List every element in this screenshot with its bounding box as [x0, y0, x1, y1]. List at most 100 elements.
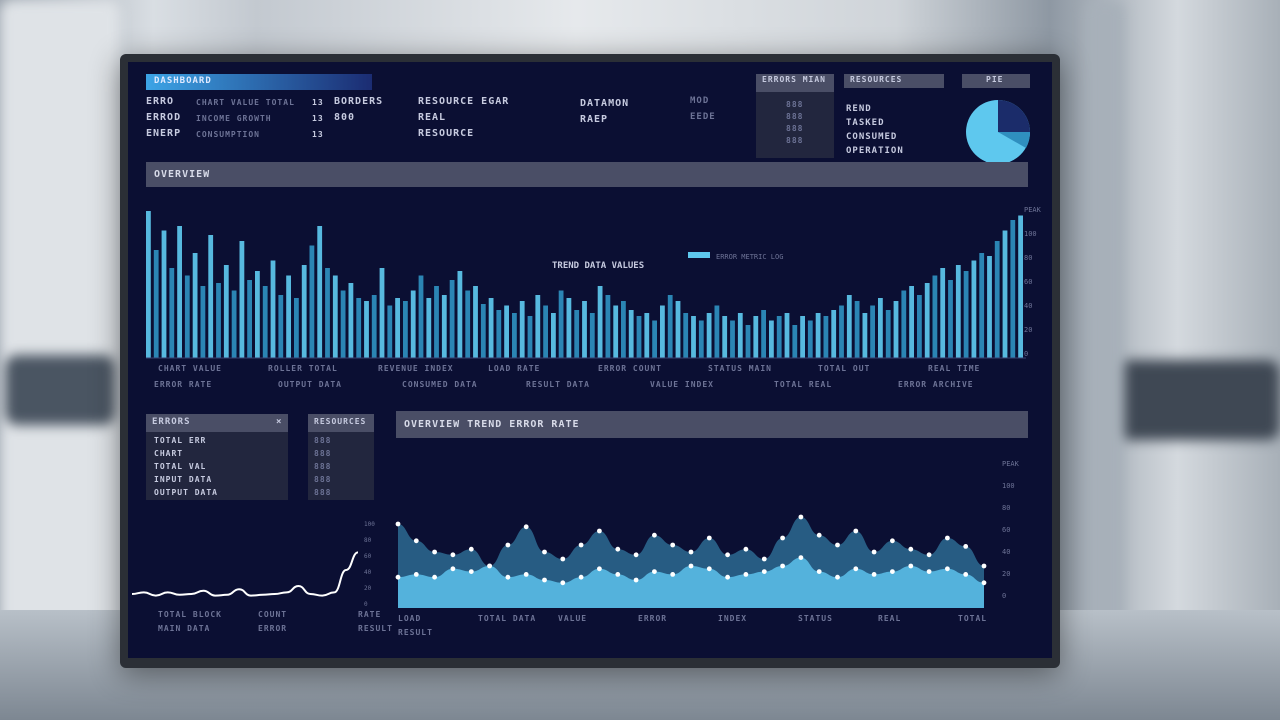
- pie-panel: PIE: [962, 74, 1032, 164]
- area-point: [926, 552, 932, 558]
- area-footer-label: REAL: [878, 614, 902, 623]
- y-tick-label: 0: [1002, 592, 1006, 600]
- area-point: [798, 555, 804, 560]
- bar: [223, 265, 229, 358]
- errors-item: TOTAL ERR: [154, 436, 207, 445]
- bar: [940, 268, 946, 358]
- bar: [652, 320, 657, 358]
- monitor-frame: DASHBOARD ERRO ERROD ENERP CHART VALUE TOT…: [120, 54, 1060, 668]
- bar: [434, 286, 439, 358]
- area-point: [670, 572, 676, 577]
- bar: [823, 316, 829, 358]
- bar: [294, 298, 299, 358]
- overview-footer-label: CHART VALUE: [158, 364, 222, 373]
- y-tick-label: PEAK: [1024, 206, 1042, 214]
- overview-footer-label: ERROR ARCHIVE: [898, 380, 974, 389]
- y-tick-label: 80: [1002, 504, 1010, 512]
- bar: [574, 310, 580, 358]
- bar: [955, 265, 961, 358]
- bar: [286, 275, 291, 358]
- bar: [667, 295, 673, 358]
- bar: [332, 275, 338, 358]
- bar: [449, 280, 455, 358]
- line-series: [131, 551, 359, 597]
- bar: [870, 305, 875, 358]
- area-point: [688, 563, 694, 569]
- summary-resource: REAL: [418, 112, 447, 123]
- bar: [769, 320, 774, 358]
- bar: [636, 316, 642, 358]
- mid-label: TREND DATA VALUES: [552, 261, 644, 271]
- bar: [776, 316, 782, 358]
- bar: [208, 235, 214, 358]
- mini-table-value: 888: [786, 100, 804, 109]
- bar: [979, 253, 985, 358]
- area-point: [413, 538, 419, 544]
- area-point: [487, 563, 492, 569]
- area-point: [597, 566, 602, 572]
- left-footer-label: TOTAL BLOCK: [158, 610, 222, 619]
- overview-footer-label: TOTAL REAL: [774, 380, 833, 389]
- area-point: [981, 563, 987, 569]
- area-point: [853, 566, 859, 572]
- bar: [543, 305, 548, 358]
- area-chart: PEAK 100 80 60 40 20 0: [395, 460, 1020, 608]
- y-tick-label: 20: [364, 585, 372, 592]
- bar: [301, 265, 307, 358]
- bar: [706, 313, 712, 358]
- bar: [169, 268, 175, 358]
- bar: [605, 295, 611, 358]
- area-point: [798, 514, 804, 520]
- bar: [621, 301, 626, 358]
- area-point: [505, 574, 511, 580]
- close-icon[interactable]: ×: [276, 417, 283, 427]
- bar: [792, 325, 798, 358]
- bar: [1010, 220, 1016, 358]
- bar: [387, 305, 393, 358]
- mini-table-value: 888: [786, 136, 804, 145]
- bar: [839, 305, 844, 358]
- area-point: [871, 549, 877, 555]
- bar: [216, 283, 221, 358]
- area-point: [450, 566, 456, 572]
- bar: [465, 290, 471, 358]
- errors-item: CHART: [154, 449, 184, 458]
- overview-footer-label: ERROR RATE: [154, 380, 213, 389]
- area-footer-label: VALUE: [558, 614, 588, 623]
- top-tab[interactable]: DASHBOARD: [146, 74, 372, 90]
- bar: [278, 295, 284, 358]
- left-footer-label: MAIN DATA: [158, 624, 211, 633]
- side-list-item: TASKED: [846, 118, 885, 128]
- bar: [153, 250, 159, 358]
- errors-item: OUTPUT DATA: [154, 488, 218, 497]
- area-point: [908, 563, 914, 569]
- summary-number: 13: [312, 98, 324, 107]
- side-list-item: OPERATION: [846, 146, 904, 156]
- area-point: [706, 535, 712, 541]
- area-point: [981, 580, 987, 586]
- bar: [340, 290, 346, 358]
- y-tick-label: 0: [364, 601, 368, 608]
- bar: [691, 316, 696, 358]
- bar: [379, 268, 385, 358]
- bar: [200, 286, 206, 358]
- mini-table-title: ERRORS MIAN: [762, 75, 826, 84]
- overview-footer-label: TOTAL OUT: [818, 364, 871, 373]
- area-point: [450, 552, 456, 558]
- bar: [737, 313, 743, 358]
- side-list-item: CONSUMED: [846, 132, 898, 142]
- bar: [893, 301, 899, 358]
- summary-number: 13: [312, 130, 324, 139]
- legend-label: ERROR METRIC LOG: [716, 253, 783, 261]
- area-point: [505, 542, 511, 548]
- bar: [597, 286, 603, 358]
- mini-table: ERRORS MIAN 888 888 888 888: [756, 74, 834, 158]
- summary-data: RAEP: [580, 114, 609, 125]
- left-footer-label: RESULT: [358, 624, 393, 633]
- bar: [262, 286, 268, 358]
- area-point: [725, 574, 730, 580]
- area-point: [413, 572, 419, 577]
- area-point: [926, 569, 932, 574]
- bar: [403, 301, 408, 358]
- bar: [239, 241, 245, 358]
